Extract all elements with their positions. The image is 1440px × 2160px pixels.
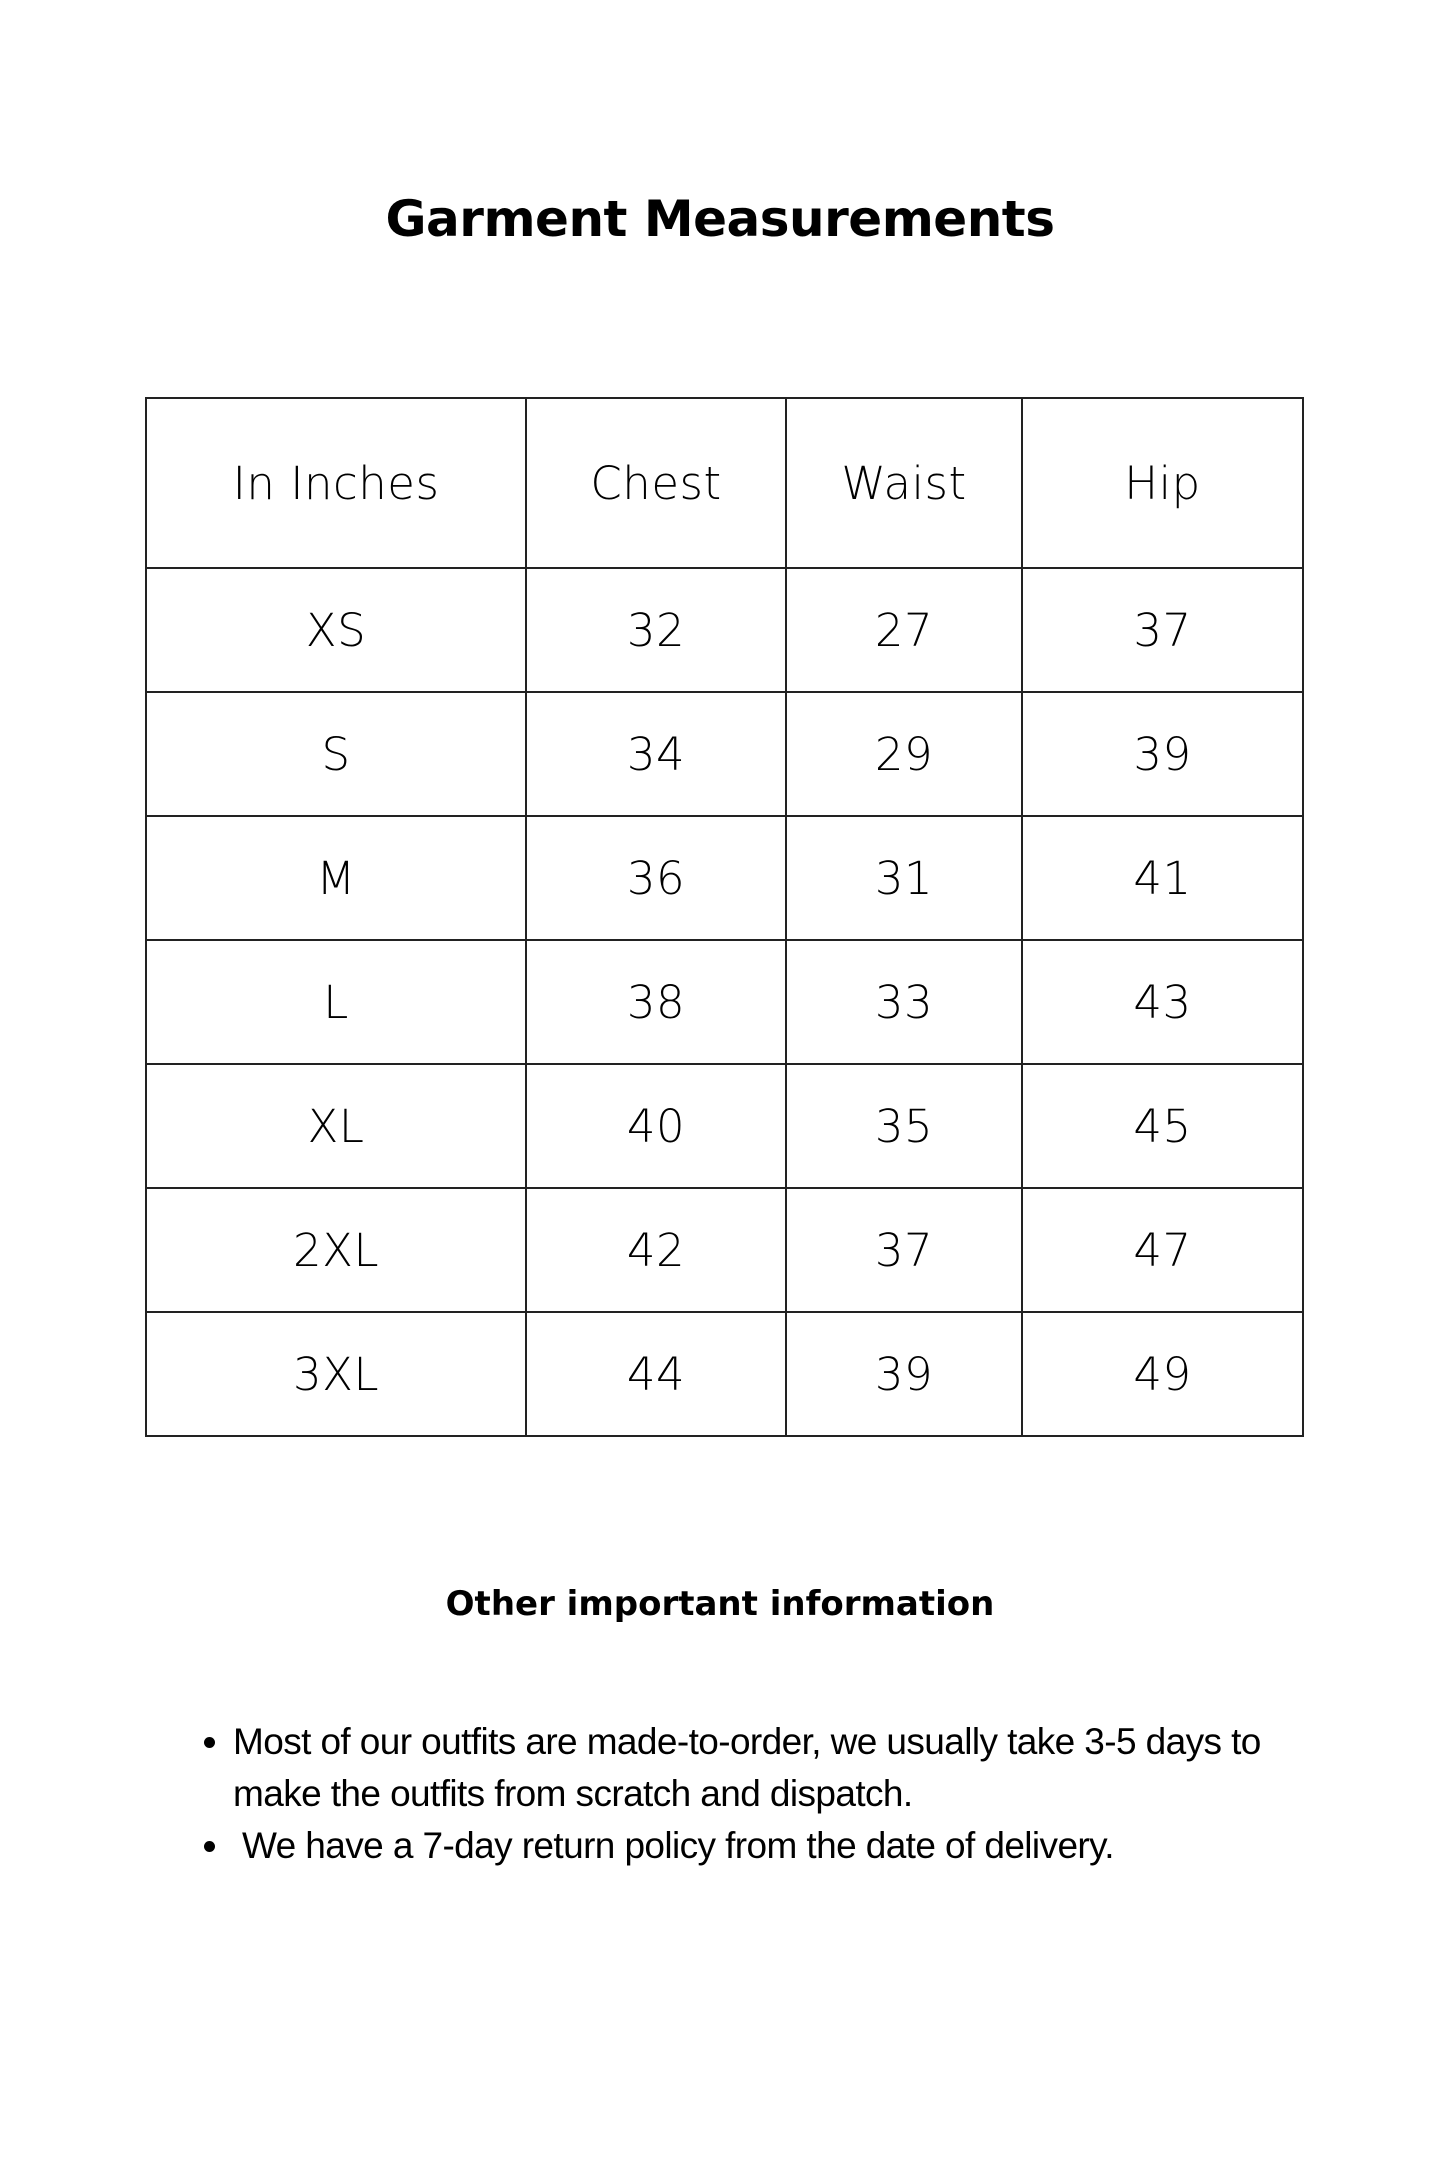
table-cell: 47 xyxy=(1021,1187,1304,1313)
table-header-cell: Waist xyxy=(785,397,1023,569)
table-cell: M xyxy=(145,815,527,941)
table-row: XL 40 35 45 xyxy=(145,1063,1304,1189)
table-cell: 27 xyxy=(785,567,1023,693)
table-cell: 34 xyxy=(525,691,787,817)
info-heading: Other important information xyxy=(445,1584,995,1624)
table-header-row: In Inches Chest Waist Hip xyxy=(145,397,1304,569)
table-cell: 45 xyxy=(1021,1063,1304,1189)
table-cell: 41 xyxy=(1021,815,1304,941)
table-cell: 40 xyxy=(525,1063,787,1189)
table-row: 2XL 42 37 47 xyxy=(145,1187,1304,1313)
info-list: Most of our outfits are made-to-order, w… xyxy=(204,1716,1294,1872)
info-bullet: Most of our outfits are made-to-order, w… xyxy=(204,1716,1294,1820)
table-cell: XS xyxy=(145,567,527,693)
bullet-icon xyxy=(204,1841,215,1852)
table-cell: 43 xyxy=(1021,939,1304,1065)
page-title: Garment Measurements xyxy=(385,190,1055,248)
info-bullet: We have a 7-day return policy from the d… xyxy=(204,1820,1294,1872)
info-bullet-text: We have a 7-day return policy from the d… xyxy=(242,1825,1115,1866)
table-header-cell: In Inches xyxy=(145,397,527,569)
table-row: 3XL 44 39 49 xyxy=(145,1311,1304,1437)
table-cell: 39 xyxy=(785,1311,1023,1437)
table-row: XS 32 27 37 xyxy=(145,567,1304,693)
table-cell: 42 xyxy=(525,1187,787,1313)
table-row: M 36 31 41 xyxy=(145,815,1304,941)
table-row: S 34 29 39 xyxy=(145,691,1304,817)
table-cell: 31 xyxy=(785,815,1023,941)
info-bullet-text: Most of our outfits are made-to-order, w… xyxy=(233,1721,1261,1814)
table-cell: 37 xyxy=(785,1187,1023,1313)
table-cell: 37 xyxy=(1021,567,1304,693)
table-cell: 39 xyxy=(1021,691,1304,817)
table-cell: 29 xyxy=(785,691,1023,817)
table-cell: 38 xyxy=(525,939,787,1065)
bullet-icon xyxy=(204,1737,215,1748)
table-cell: 36 xyxy=(525,815,787,941)
table-cell: 49 xyxy=(1021,1311,1304,1437)
table-cell: S xyxy=(145,691,527,817)
table-cell: 3XL xyxy=(145,1311,527,1437)
table-cell: 33 xyxy=(785,939,1023,1065)
table-cell: 2XL xyxy=(145,1187,527,1313)
table-cell: XL xyxy=(145,1063,527,1189)
size-chart-table: In Inches Chest Waist Hip XS 32 27 37 S 34 29 39 M 36… xyxy=(145,397,1304,1437)
table-cell: 44 xyxy=(525,1311,787,1437)
table-header-cell: Hip xyxy=(1021,397,1304,569)
table-cell: 35 xyxy=(785,1063,1023,1189)
table-cell: L xyxy=(145,939,527,1065)
table-cell: 32 xyxy=(525,567,787,693)
table-row: L 38 33 43 xyxy=(145,939,1304,1065)
table-header-cell: Chest xyxy=(525,397,787,569)
